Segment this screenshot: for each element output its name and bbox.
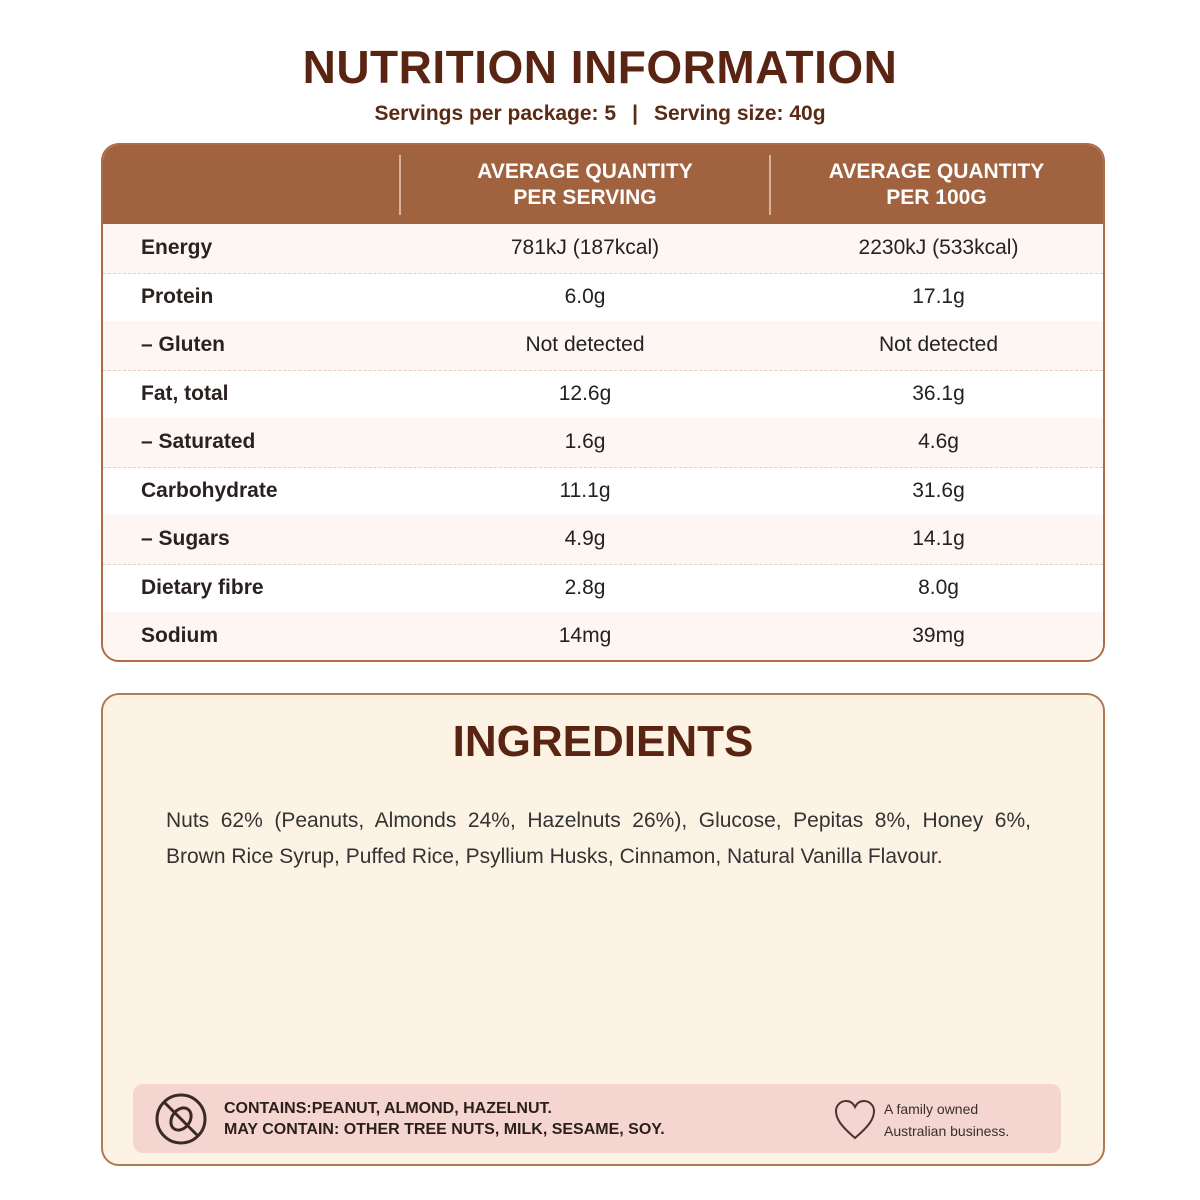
servings: Servings per package: 5	[374, 102, 617, 125]
row-value: 39mg	[912, 624, 965, 648]
ingredients-text: Nuts 62% (Peanuts, Almonds 24%, Hazelnut…	[166, 809, 1031, 868]
row-value: Not detected	[878, 333, 999, 357]
row-value: 781kJ (187kcal)	[510, 236, 660, 260]
table-row: – Gluten Not detected Not detected	[103, 321, 1103, 371]
row-label: Dietary fibre	[141, 575, 264, 599]
table-row: Sodium 14mg 39mg	[103, 612, 1103, 660]
nutrition-table: AVERAGE QUANTITY PER SERVING AVERAGE QUA…	[101, 143, 1105, 662]
ingredients-title: INGREDIENTS	[452, 717, 754, 766]
column-header-text: AVERAGE QUANTITY PER SERVING	[477, 159, 693, 209]
divider	[769, 155, 771, 215]
row-value: 1.6g	[564, 430, 606, 454]
serving-size: Serving size: 40g	[653, 102, 826, 125]
may-contain: MAY CONTAIN: OTHER TREE NUTS, MILK, SESA…	[224, 1121, 665, 1138]
table-header: AVERAGE QUANTITY PER SERVING AVERAGE QUA…	[103, 145, 1103, 224]
row-value: 6.0g	[564, 284, 606, 308]
row-label: – Saturated	[141, 430, 256, 454]
table-row: Dietary fibre 2.8g 8.0g	[103, 564, 1103, 613]
column-header-text: AVERAGE QUANTITY PER 100G	[828, 159, 1045, 209]
allergen-icon	[155, 1093, 207, 1145]
row-value: 4.9g	[564, 527, 606, 551]
subtitle: Servings per package: 5 | Serving size: 40…	[0, 102, 1200, 126]
note: A family owned Australian business.	[884, 1101, 1010, 1139]
row-label: – Sugars	[141, 527, 230, 551]
divider	[399, 155, 401, 215]
row-value: 17.1g	[912, 284, 965, 308]
table-row: – Sugars 4.9g 14.1g	[103, 515, 1103, 565]
column-header: AVERAGE QUANTITY PER SERVING	[400, 145, 770, 224]
row-value: 14mg	[558, 624, 612, 648]
row-label: – Gluten	[141, 333, 226, 357]
title: NUTRITION INFORMATION	[302, 41, 898, 93]
row-value: 4.6g	[918, 430, 959, 454]
table-row: Protein 6.0g 17.1g	[103, 273, 1103, 322]
row-label: Sodium	[141, 624, 218, 648]
row-label: Protein	[141, 284, 214, 308]
row-value: 2.8g	[564, 575, 606, 599]
column-header: AVERAGE QUANTITY PER 100G	[770, 145, 1103, 224]
row-label: Carbohydrate	[141, 478, 278, 502]
table-row: Energy 781kJ (187kcal) 2230kJ (533kcal)	[103, 224, 1103, 274]
row-value: 2230kJ (533kcal)	[858, 236, 1019, 260]
table-row: – Saturated 1.6g 4.6g	[103, 418, 1103, 468]
table-row: Carbohydrate 11.1g 31.6g	[103, 467, 1103, 516]
row-value: 31.6g	[912, 478, 965, 502]
contains: CONTAINS:PEANUT, ALMOND, HAZELNUT.	[224, 1100, 552, 1117]
row-value: 12.6g	[558, 381, 612, 405]
row-value: 14.1g	[912, 527, 965, 551]
separator: |	[632, 102, 638, 125]
row-value: 8.0g	[918, 575, 959, 599]
allergen-strip: CONTAINS:PEANUT, ALMOND, HAZELNUT. MAY C…	[133, 1084, 1061, 1153]
row-value: 11.1g	[559, 478, 611, 502]
row-label: Energy	[141, 236, 213, 260]
row-value: 36.1g	[912, 381, 965, 405]
ingredients-panel: INGREDIENTS Nuts 62% (Peanuts, Almonds 2…	[101, 693, 1105, 1166]
allergen-text: CONTAINS:PEANUT, ALMOND, HAZELNUT. MAY C…	[224, 1098, 665, 1140]
heart-icon	[834, 1099, 876, 1140]
table-row: Fat, total 12.6g 36.1g	[103, 370, 1103, 419]
row-label: Fat, total	[141, 381, 229, 405]
row-value: Not detected	[525, 333, 645, 357]
